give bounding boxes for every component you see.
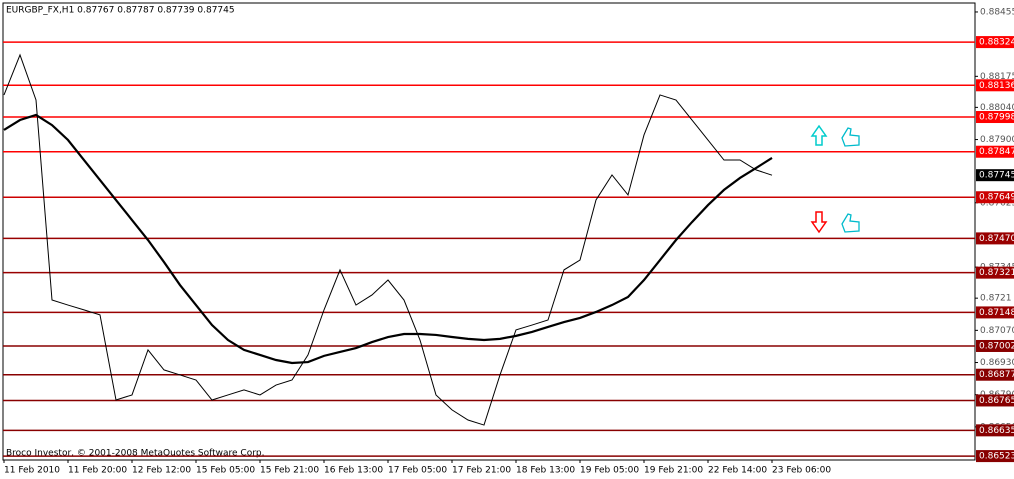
level-label: 0.87002 [979,341,1014,351]
level-label-box [976,111,1014,124]
level-label-box [976,450,1014,463]
chart-title: EURGBP_FX,H1 0.87767 0.87787 0.87739 0.8… [6,6,235,16]
y-tick-label: 0.87900 [980,135,1014,145]
level-label-box [976,79,1014,92]
level-label: 0.87321 [979,268,1014,278]
level-label-box [976,145,1014,158]
level-label-box [976,232,1014,245]
y-tick-label: 0.8721 [980,294,1012,304]
level-label: 0.87847 [979,147,1014,157]
level-label: 0.88324 [979,38,1014,48]
y-tick-label: 0.88040 [980,103,1014,113]
current-price-label: 0.87745 [979,171,1014,181]
current-price-box [976,169,1014,182]
x-tick-label: 12 Feb 12:00 [132,466,191,476]
level-label: 0.87470 [979,234,1014,244]
level-label: 0.87148 [979,308,1014,318]
y-tick-label: 0.88175 [980,72,1014,82]
level-label: 0.86877 [979,370,1014,380]
x-tick-label: 17 Feb 05:00 [388,466,447,476]
level-label: 0.87998 [979,113,1014,123]
y-tick-label: 0.88455 [980,7,1014,17]
signal-icons [810,124,860,234]
x-tick-label: 19 Feb 21:00 [644,466,703,476]
y-tick-label: 0.87070 [980,326,1014,336]
level-label-box [976,191,1014,204]
x-tick-label: 11 Feb 20:00 [68,466,127,476]
level-label-box [976,36,1014,49]
level-label-box [976,368,1014,381]
down-arrow [810,211,828,234]
level-label-box [976,394,1014,407]
y-tick-label: 0.86930 [980,358,1014,368]
level-label: 0.87649 [979,193,1014,203]
price-line [3,113,773,365]
x-tick-label: 15 Feb 21:00 [260,466,319,476]
y-tick-label: 0.87625 [980,198,1014,208]
x-tick-label: 17 Feb 21:00 [452,466,511,476]
price-line [3,53,773,426]
level-label: 0.86765 [979,396,1014,406]
level-label-box [976,266,1014,279]
level-label: 0.86635 [979,426,1014,436]
x-tick-label: 11 Feb 2010 [4,466,60,476]
x-tick-label: 18 Feb 13:00 [516,466,575,476]
copyright: Broco Investor, © 2001-2008 MetaQuotes S… [6,449,265,459]
thumb-up [841,127,860,147]
level-label: 0.86523 [979,452,1014,462]
x-tick-label: 16 Feb 13:00 [324,466,383,476]
plot-frame [2,2,976,461]
level-label-box [976,424,1014,437]
x-tick-label: 23 Feb 06:00 [772,466,831,476]
x-tick-label: 22 Feb 14:00 [708,466,767,476]
x-tick-label: 15 Feb 05:00 [196,466,255,476]
x-tick-label: 19 Feb 05:00 [580,466,639,476]
level-label-box [976,306,1014,319]
up-arrow [810,124,828,146]
thumb-icon [841,213,860,233]
level-label-box [976,339,1014,352]
level-label: 0.88136 [979,81,1014,91]
